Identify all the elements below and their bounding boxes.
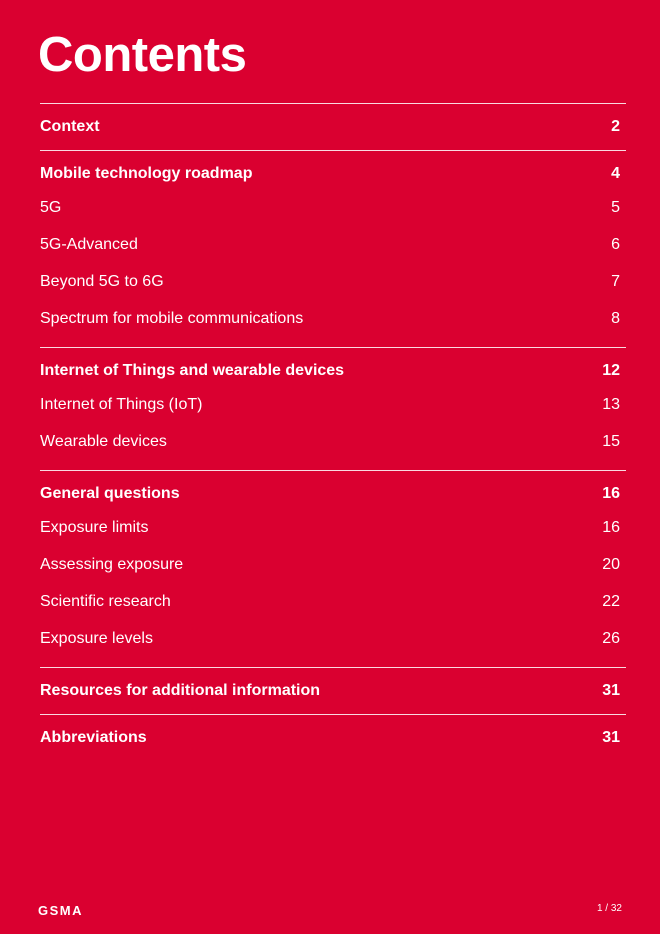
toc-entry-page: 20 <box>602 555 620 573</box>
toc-section: Resources for additional information 31 <box>40 667 626 714</box>
toc-entry-label: Spectrum for mobile communications <box>40 309 304 327</box>
toc-entry[interactable]: 5G-Advanced 6 <box>40 226 626 263</box>
toc-section: Internet of Things and wearable devices … <box>40 347 626 470</box>
toc-entry[interactable]: Spectrum for mobile communications 8 <box>40 300 626 337</box>
toc-section-heading[interactable]: General questions 16 <box>40 479 626 509</box>
toc-entry-label: 5G <box>40 198 62 216</box>
toc-entry[interactable]: Wearable devices 15 <box>40 423 626 460</box>
toc-section: Mobile technology roadmap 4 5G 5 5G-Adva… <box>40 150 626 347</box>
gsma-logo: GSMA <box>38 903 83 918</box>
toc-section-title: General questions <box>40 485 180 502</box>
toc-section-title: Context <box>40 118 100 135</box>
toc-section-heading[interactable]: Mobile technology roadmap 4 <box>40 159 626 189</box>
table-of-contents: Context 2 Mobile technology roadmap 4 5G… <box>40 103 626 761</box>
toc-entry[interactable]: Scientific research 22 <box>40 583 626 620</box>
toc-section-page: 12 <box>602 362 620 379</box>
toc-entry-page: 6 <box>611 235 620 253</box>
toc-entry[interactable]: Internet of Things (IoT) 13 <box>40 386 626 423</box>
toc-entry-label: Internet of Things (IoT) <box>40 395 203 413</box>
toc-section-heading[interactable]: Internet of Things and wearable devices … <box>40 356 626 386</box>
toc-entry-page: 16 <box>602 518 620 536</box>
toc-entry-page: 15 <box>602 432 620 450</box>
toc-entry-label: Exposure levels <box>40 629 153 647</box>
toc-entry-page: 22 <box>602 592 620 610</box>
toc-entry-label: Beyond 5G to 6G <box>40 272 164 290</box>
toc-section-title: Abbreviations <box>40 729 147 746</box>
toc-entry[interactable]: Exposure limits 16 <box>40 509 626 546</box>
toc-entry-page: 7 <box>611 272 620 290</box>
toc-entry[interactable]: Assessing exposure 20 <box>40 546 626 583</box>
toc-entry[interactable]: Exposure levels 26 <box>40 620 626 657</box>
toc-section-page: 2 <box>611 118 620 135</box>
toc-section: General questions 16 Exposure limits 16 … <box>40 470 626 667</box>
toc-section: Context 2 <box>40 103 626 150</box>
toc-entry-label: Assessing exposure <box>40 555 184 573</box>
toc-entry-label: Wearable devices <box>40 432 167 450</box>
toc-entry-page: 8 <box>611 309 620 327</box>
toc-section-heading[interactable]: Abbreviations 31 <box>40 715 626 761</box>
toc-section-title: Resources for additional information <box>40 682 321 699</box>
toc-entry[interactable]: 5G 5 <box>40 189 626 226</box>
toc-entry[interactable]: Beyond 5G to 6G 7 <box>40 263 626 300</box>
toc-entry-page: 13 <box>602 395 620 413</box>
toc-section-page: 31 <box>602 682 620 699</box>
toc-section-page: 4 <box>611 165 620 182</box>
toc-entry-label: Exposure limits <box>40 518 149 536</box>
toc-section: Abbreviations 31 <box>40 714 626 761</box>
toc-section-title: Internet of Things and wearable devices <box>40 362 345 379</box>
toc-section-heading[interactable]: Context 2 <box>40 104 626 150</box>
toc-entry-label: Scientific research <box>40 592 171 610</box>
toc-entry-page: 26 <box>602 629 620 647</box>
page-indicator: 1 / 32 <box>596 903 622 914</box>
toc-entry-label: 5G-Advanced <box>40 235 138 253</box>
toc-entry-page: 5 <box>611 198 620 216</box>
toc-section-heading[interactable]: Resources for additional information 31 <box>40 668 626 714</box>
toc-section-page: 16 <box>602 485 620 502</box>
toc-section-title: Mobile technology roadmap <box>40 165 253 182</box>
toc-section-page: 31 <box>602 729 620 746</box>
page-title: Contents <box>38 28 247 82</box>
